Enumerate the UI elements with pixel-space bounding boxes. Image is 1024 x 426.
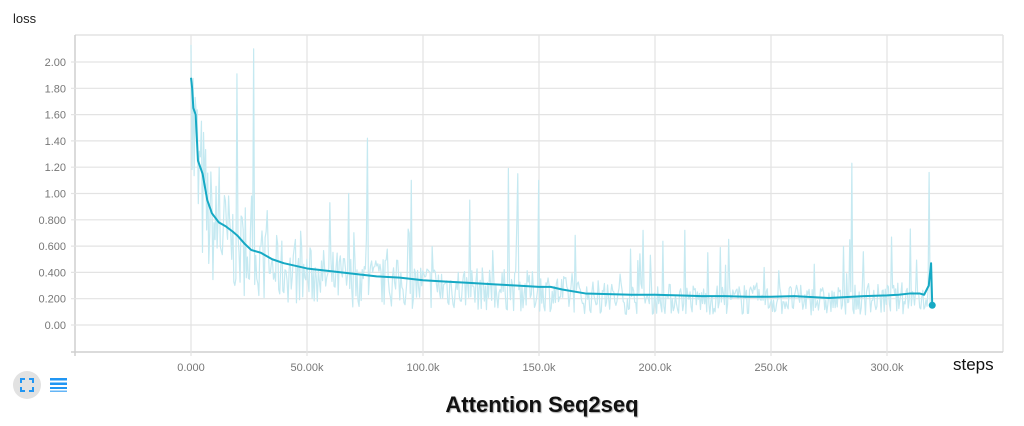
chart-title: Attention Seq2seq	[445, 392, 639, 417]
x-axis-ticks: 0.000 50.00k 100.0k 150.0k 200.0k 250.0k 300.0…	[177, 362, 904, 374]
svg-text:300.0k: 300.0k	[870, 362, 904, 374]
svg-text:150.0k: 150.0k	[522, 362, 556, 374]
list-icon	[50, 378, 67, 392]
svg-text:200.0k: 200.0k	[638, 362, 672, 374]
x-axis-title: steps	[953, 355, 994, 374]
svg-text:0.600: 0.600	[38, 241, 66, 253]
svg-text:0.200: 0.200	[38, 294, 66, 306]
svg-text:2.00: 2.00	[45, 57, 66, 69]
svg-text:1.20: 1.20	[45, 162, 66, 174]
svg-text:1.00: 1.00	[45, 189, 66, 201]
expand-chart-button[interactable]	[13, 371, 41, 399]
svg-text:0.800: 0.800	[38, 215, 66, 227]
y-axis-ticks: 0.00 0.200 0.400 0.600 0.800 1.00 1.20 1.40 1.60…	[38, 57, 66, 332]
toggle-data-table-button[interactable]	[50, 377, 67, 393]
raw-loss-series	[190, 44, 933, 316]
y-axis-title: loss	[13, 11, 37, 26]
svg-text:1.80: 1.80	[45, 83, 66, 95]
svg-text:100.0k: 100.0k	[406, 362, 440, 374]
fullscreen-icon	[20, 378, 34, 392]
svg-text:0.000: 0.000	[177, 362, 205, 374]
svg-text:250.0k: 250.0k	[754, 362, 788, 374]
svg-text:1.60: 1.60	[45, 110, 66, 122]
svg-text:50.00k: 50.00k	[290, 362, 324, 374]
svg-text:0.400: 0.400	[38, 267, 66, 279]
smoothed-loss-series	[190, 77, 934, 306]
last-point-marker	[928, 301, 936, 309]
grid-lines	[71, 34, 1004, 356]
svg-text:0.00: 0.00	[45, 320, 66, 332]
svg-text:1.40: 1.40	[45, 136, 66, 148]
